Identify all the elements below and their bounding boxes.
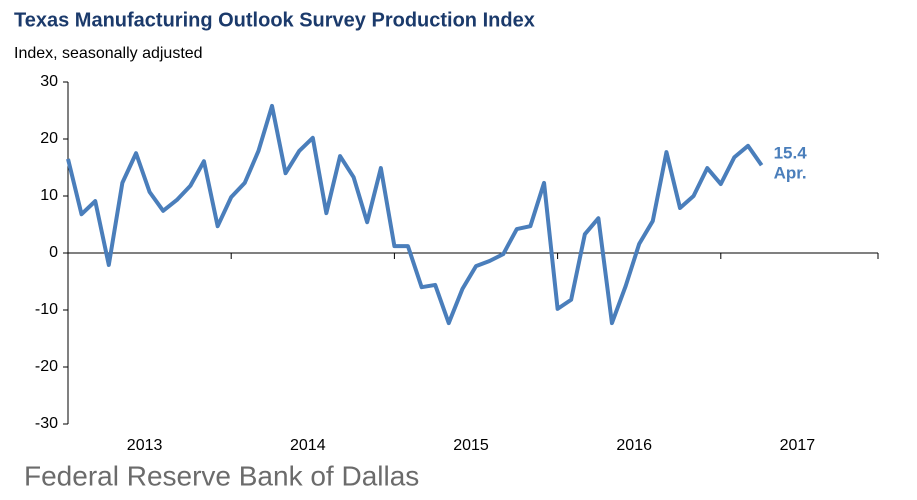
x-tick-label: 2014 (290, 437, 326, 454)
x-tick-label: 2017 (780, 437, 816, 454)
x-tick-label: 2015 (453, 437, 489, 454)
x-tick-label: 2016 (616, 437, 652, 454)
y-tick-label: 20 (40, 130, 58, 147)
y-tick-label: -20 (35, 358, 58, 375)
subtitle: Index, seasonally adjusted (14, 45, 203, 62)
chart-title: Texas Manufacturing Outlook Survey Produ… (14, 9, 535, 31)
annotation: 15.4 (774, 144, 808, 163)
y-tick-label: 30 (40, 73, 58, 90)
y-tick-label: -10 (35, 301, 58, 318)
footer: Federal Reserve Bank of Dallas (24, 460, 419, 491)
annotation: Apr. (774, 164, 807, 183)
y-tick-label: -30 (35, 415, 58, 432)
x-tick-label: 2013 (127, 437, 163, 454)
line-series (66, 103, 764, 326)
y-tick-label: 0 (49, 244, 58, 261)
y-tick-label: 10 (40, 187, 58, 204)
